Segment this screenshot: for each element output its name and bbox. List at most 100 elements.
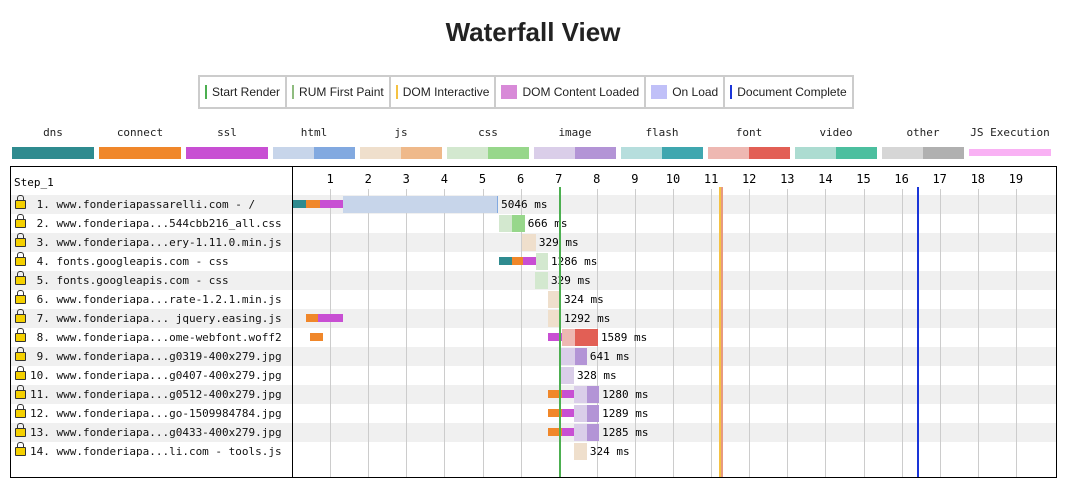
request-name: 10. www.fonderiapa...g0407-400x279.jpg [30, 369, 282, 382]
grid-line [444, 189, 446, 477]
type-label: JS Execution [970, 126, 1050, 139]
swatch-part [99, 147, 181, 159]
lock-icon [15, 309, 26, 323]
type-legend-item: image [534, 126, 616, 159]
tick-label: 14 [818, 172, 833, 186]
request-label[interactable]: 9. www.fonderiapa...g0319-400x279.jpg [15, 347, 282, 363]
request-label[interactable]: 3. www.fonderiapa...ery-1.11.0.min.js [15, 233, 282, 249]
duration-label: 329 ms [551, 274, 591, 287]
table-row [11, 309, 1056, 328]
duration-label: 5046 ms [501, 198, 548, 211]
request-label[interactable]: 7. www.fonderiapa... jquery.easing.js [15, 309, 282, 325]
tick-label: 3 [402, 172, 410, 186]
swatch-part [923, 147, 964, 159]
request-label[interactable]: 11. www.fonderiapa...g0512-400x279.jpg [15, 385, 282, 401]
bar-segment-ssl [562, 390, 574, 398]
document-complete-line [916, 187, 919, 477]
swatch-part [534, 147, 575, 159]
type-label: image [558, 126, 592, 139]
request-name: 3. www.fonderiapa...ery-1.11.0.min.js [30, 236, 282, 249]
bar-segment-css [511, 215, 525, 232]
tick-label: 12 [741, 172, 757, 186]
legend-item: DOM Content Loaded [496, 77, 647, 107]
swatch-part [575, 147, 616, 159]
bar-segment-css [535, 272, 549, 289]
request-label[interactable]: 13. www.fonderiapa...g0433-400x279.jpg [15, 423, 282, 439]
request-label[interactable]: 14. www.fonderiapa...li.com - tools.js [15, 442, 282, 458]
legend-item: DOM Interactive [391, 77, 497, 107]
request-label[interactable]: 5. fonts.googleapis.com - css [15, 271, 229, 287]
request-name: 5. fonts.googleapis.com - css [30, 274, 229, 287]
type-legend-item: font [708, 126, 790, 159]
lock-icon [15, 442, 26, 456]
bar-segment-ssl [317, 314, 344, 322]
swatch-part [969, 149, 1051, 156]
marker-line-icon [292, 85, 295, 99]
lock-icon [15, 404, 26, 418]
lock-icon [15, 366, 26, 380]
tick-label: 9 [631, 172, 639, 186]
grid-line [711, 189, 713, 477]
table-row [11, 423, 1056, 442]
bar-segment-js [522, 234, 536, 251]
legend-label: On Load [672, 85, 719, 99]
type-legend-item: video [795, 126, 877, 159]
type-legend-item: css [447, 126, 529, 159]
grid-line [977, 189, 979, 477]
grid-line [330, 189, 332, 477]
request-label[interactable]: 2. www.fonderiapa...544cbb216_all.css [15, 214, 282, 230]
request-label[interactable]: 4. fonts.googleapis.com - css [15, 252, 229, 268]
request-name: 4. fonts.googleapis.com - css [30, 255, 229, 268]
bar-segment-html [343, 196, 497, 213]
type-legend-item: html [273, 126, 355, 159]
table-row [11, 347, 1056, 366]
bar-segment-connect [548, 390, 563, 398]
tick-label: 19 [1008, 172, 1024, 186]
lock-icon [15, 347, 26, 361]
lock-icon [15, 271, 26, 285]
type-label: video [819, 126, 853, 139]
tick-label: 18 [970, 172, 986, 186]
request-label[interactable]: 6. www.fonderiapa...rate-1.2.1.min.js [15, 290, 282, 306]
grid-line [1015, 189, 1017, 477]
request-name: 6. www.fonderiapa...rate-1.2.1.min.js [30, 293, 282, 306]
marker-box-icon [651, 85, 668, 99]
bar-segment-ssl [562, 428, 574, 436]
request-label[interactable]: 1. www.fonderiapassarelli.com - / [15, 195, 255, 211]
request-name: 2. www.fonderiapa...544cbb216_all.css [30, 217, 282, 230]
duration-label: 1285 ms [602, 426, 649, 439]
request-labels: Step_1 1. www.fonderiapassarelli.com - /… [11, 167, 293, 477]
type-label: other [906, 126, 940, 139]
type-legend-item: connect [99, 126, 181, 159]
tick-label: 1 [326, 172, 334, 186]
type-swatch [708, 147, 790, 159]
swatch-part [708, 147, 749, 159]
duration-label: 641 ms [589, 350, 630, 363]
request-name: 11. www.fonderiapa...g0512-400x279.jpg [30, 388, 282, 401]
swatch-part [882, 147, 923, 159]
lock-icon [15, 233, 26, 247]
swatch-part [488, 147, 529, 159]
tick-label: 17 [932, 172, 947, 186]
bar-segment-connect [548, 409, 563, 417]
bar-segment-connect [309, 333, 323, 341]
lock-icon [15, 385, 26, 399]
bar-segment-connect [511, 257, 523, 265]
bar-segment-ssl [562, 409, 574, 417]
swatch-part [447, 147, 488, 159]
bar-segment-connect [548, 428, 563, 436]
type-swatch [273, 147, 355, 159]
tick-label: 2 [364, 172, 372, 186]
type-swatch [969, 149, 1051, 156]
request-label[interactable]: 12. www.fonderiapa...go-1509984784.jpg [15, 404, 282, 420]
request-label[interactable]: 8. www.fonderiapa...ome-webfont.woff2 [15, 328, 282, 344]
marker-line-icon [205, 85, 207, 99]
swatch-part [749, 147, 790, 159]
bar-segment-image [586, 405, 600, 422]
request-label[interactable]: 10. www.fonderiapa...g0407-400x279.jpg [15, 366, 282, 382]
tick-label: 11 [703, 172, 719, 186]
swatch-part [314, 147, 355, 159]
lock-icon [15, 195, 26, 209]
lock-icon [15, 290, 26, 304]
duration-label: 324 ms [589, 445, 630, 458]
